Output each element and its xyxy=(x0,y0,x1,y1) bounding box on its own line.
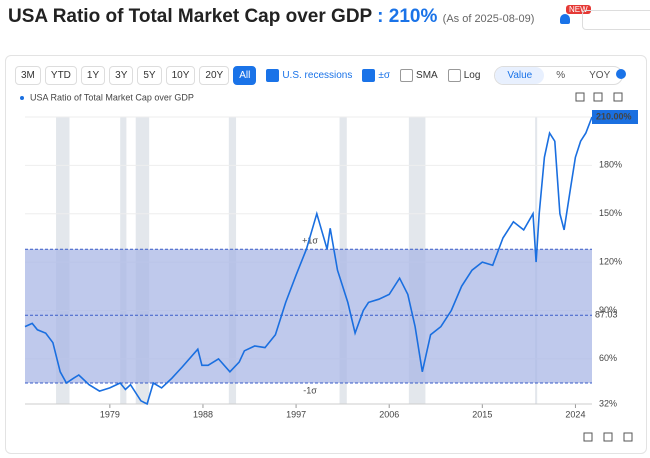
sigma-band xyxy=(25,249,592,384)
series-line xyxy=(24,116,593,406)
checkbox-box xyxy=(400,69,414,82)
chart-panel xyxy=(5,55,647,454)
range-button[interactable]: 3Y xyxy=(109,66,134,85)
checkbox[interactable]: U.S. recessions xyxy=(266,69,352,82)
y-tick-label: 180% xyxy=(599,160,622,170)
x-tick-label: 2024 xyxy=(565,409,585,419)
range-button[interactable]: 5Y xyxy=(137,66,162,85)
as-of: (As of 2025-08-09) xyxy=(442,13,535,25)
title-text: USA Ratio of Total Market Cap over GDP xyxy=(8,6,372,27)
tool-icon[interactable] xyxy=(613,92,623,102)
checkbox[interactable]: Log xyxy=(447,69,481,82)
search-box[interactable] xyxy=(582,10,650,30)
tool-icon[interactable] xyxy=(623,432,633,442)
checkbox-box xyxy=(266,69,280,82)
checkbox[interactable]: SMA xyxy=(400,69,438,82)
y-tick-label: 90% xyxy=(599,305,617,315)
checkbox-box xyxy=(447,69,461,82)
legend-marker xyxy=(20,96,24,100)
range-button[interactable]: 3M xyxy=(15,66,41,85)
current-value: : 210% xyxy=(377,6,438,27)
notification-bell[interactable] xyxy=(560,14,570,24)
last-value-label: 210.00% xyxy=(596,111,632,121)
mode-toggle: Value% YOY xyxy=(494,66,624,85)
controls: 3M YTD 1Y 3Y 5Y 10Y 20Y All U.S. recessions ±σ SMA… xyxy=(15,66,624,85)
tool-icon[interactable] xyxy=(593,92,603,102)
mode-option[interactable]: % xyxy=(556,70,566,81)
x-tick-label: 2006 xyxy=(379,409,399,419)
legend-label: USA Ratio of Total Market Cap over GDP xyxy=(30,92,194,102)
range-button[interactable]: YTD xyxy=(44,66,77,85)
tool-icon[interactable] xyxy=(575,92,585,102)
range-button[interactable]: 1Y xyxy=(80,66,106,85)
checkbox-label: U.S. recessions xyxy=(282,70,353,81)
x-tick-label: 1997 xyxy=(286,409,306,419)
new-badge: NEW xyxy=(566,5,591,14)
x-tick-label: 2015 xyxy=(472,409,492,419)
checkbox-box xyxy=(362,69,376,82)
y-tick-label: 120% xyxy=(599,256,622,266)
y-tick-label: 32% xyxy=(599,398,617,408)
checkbox[interactable]: ±σ xyxy=(362,69,390,82)
mode-option[interactable]: Value xyxy=(495,67,545,84)
x-tick-label: 1979 xyxy=(100,409,120,419)
range-button[interactable]: 10Y xyxy=(165,66,196,85)
checkbox-label: ±σ xyxy=(378,70,391,81)
page-title: USA Ratio of Total Market Cap over GDP :… xyxy=(8,6,534,28)
x-tick-label: 1988 xyxy=(193,409,213,419)
range-button[interactable]: 20Y xyxy=(199,66,230,85)
sigma-label: +1σ xyxy=(302,236,318,246)
range-button[interactable]: All xyxy=(233,66,257,85)
sigma-label: -1σ xyxy=(303,385,317,395)
y-tick-label: 150% xyxy=(599,208,622,218)
checkbox-label: SMA xyxy=(416,70,438,81)
tool-icon[interactable] xyxy=(583,432,593,442)
mean-label: 87.03 xyxy=(595,310,618,320)
mode-option[interactable]: YOY xyxy=(589,70,611,81)
tool-icon[interactable] xyxy=(603,432,613,442)
checkbox-label: Log xyxy=(463,70,481,81)
settings-icon[interactable] xyxy=(616,69,626,79)
y-tick-label: 60% xyxy=(599,353,617,363)
last-value-box xyxy=(592,110,638,124)
